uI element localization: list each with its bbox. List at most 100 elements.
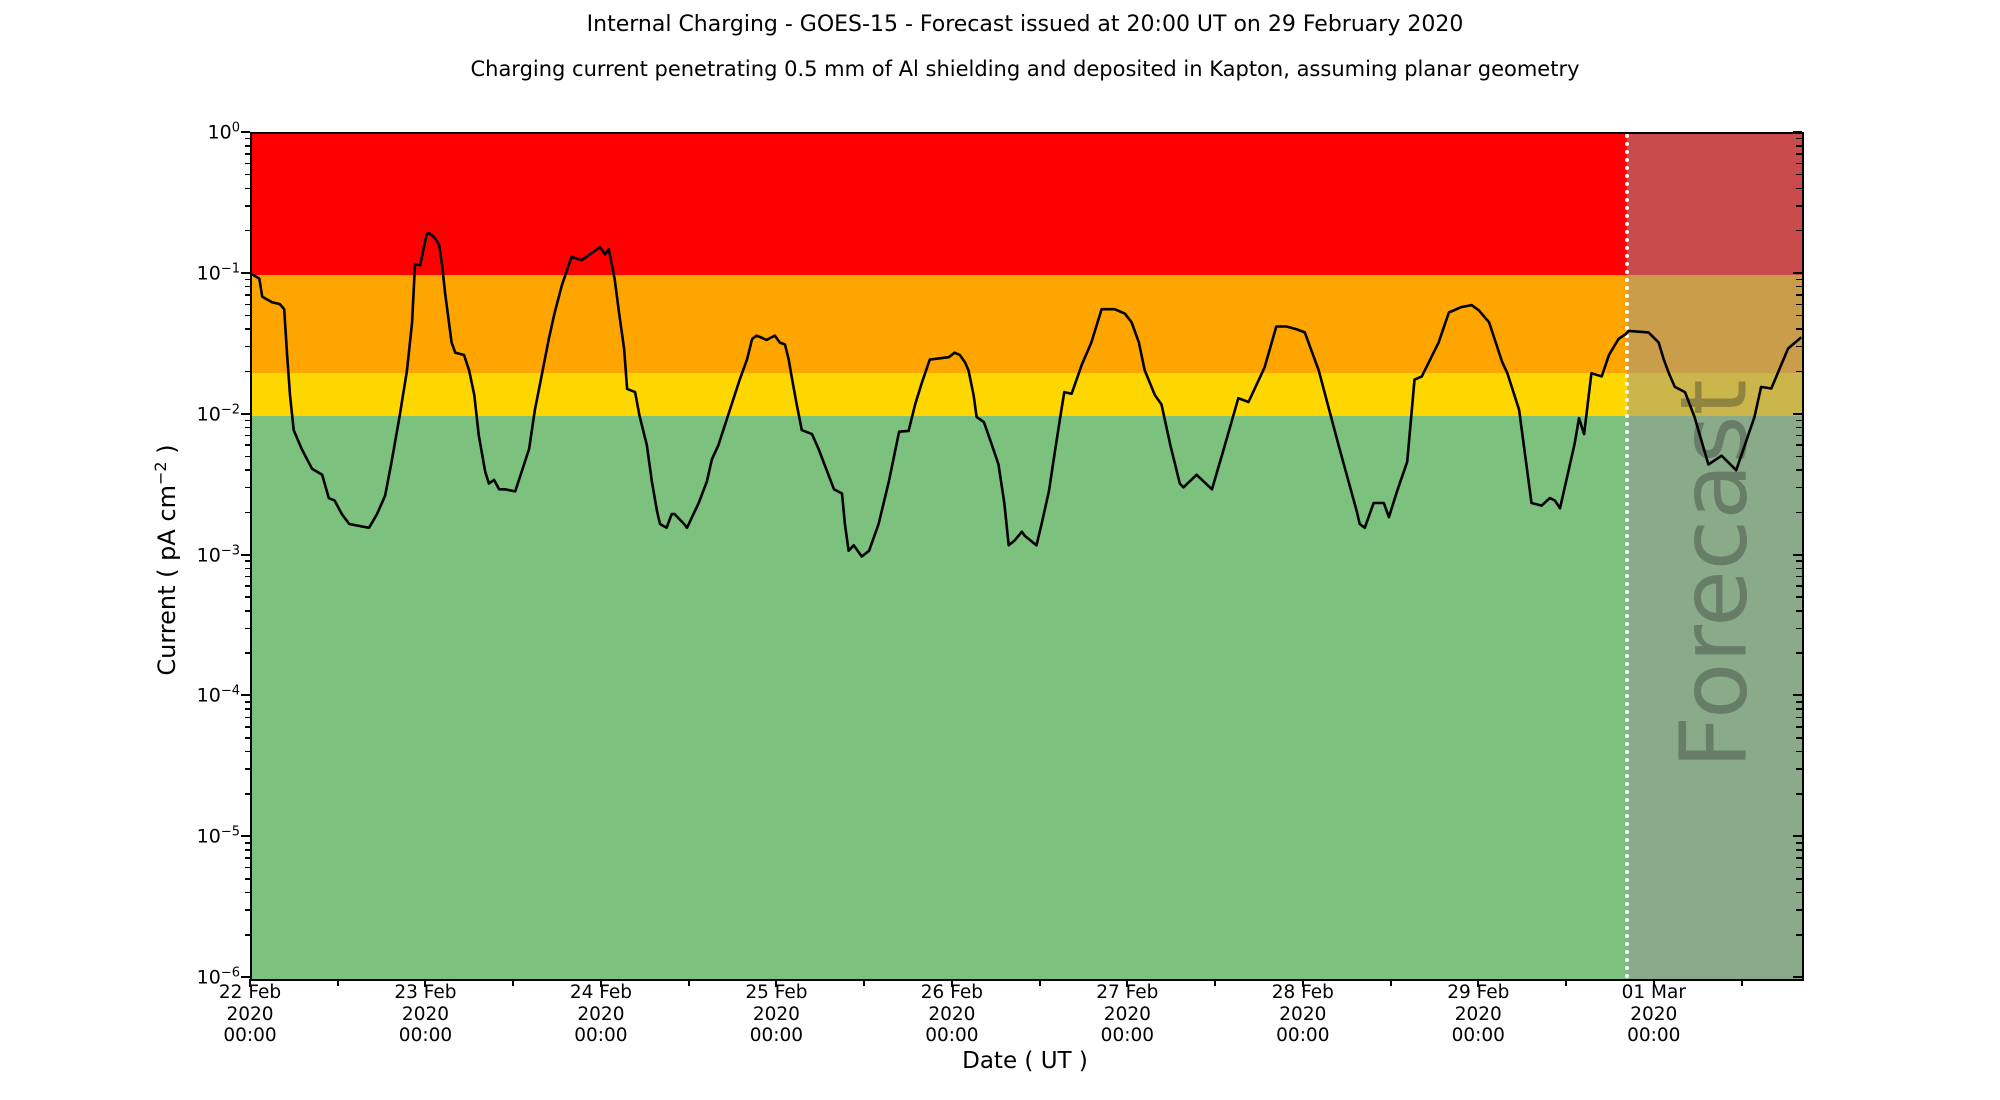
ytick-label-1e0: 100: [207, 120, 240, 144]
ytick-minor-left: [245, 278, 250, 281]
ytick-minor-left: [245, 909, 250, 911]
ytick-minor-right: [1796, 891, 1802, 894]
xtick-label-27-feb: 27 Feb 2020 00:00: [1057, 982, 1197, 1047]
ytick-minor-left: [245, 934, 250, 936]
ytick-major-left: [241, 271, 250, 274]
ytick-minor-right: [1796, 285, 1802, 288]
ytick-minor-left: [245, 444, 250, 446]
ytick-minor-left: [245, 849, 250, 851]
ytick-minor-left: [245, 716, 250, 719]
ytick-minor-left: [245, 585, 250, 587]
ytick-minor-right: [1796, 153, 1802, 155]
ytick-minor-left: [245, 294, 250, 296]
ytick-minor-right: [1796, 137, 1802, 140]
ytick-minor-right: [1796, 294, 1802, 296]
xtick-line: 2020: [1630, 1003, 1678, 1025]
ytick-minor-right: [1796, 716, 1802, 719]
forecast-divider-line: [1624, 134, 1629, 979]
chart-title: Internal Charging - GOES-15 - Forecast i…: [586, 12, 1464, 37]
ytick-minor-left: [245, 486, 250, 489]
forecast-overlay: [1626, 134, 1802, 979]
ytick-minor-left: [245, 285, 250, 288]
ytick-minor-right: [1796, 187, 1802, 190]
ytick-minor-right: [1796, 750, 1802, 753]
ytick-minor-right: [1796, 567, 1802, 570]
xtick-line: 00:00: [223, 1025, 277, 1046]
ytick-minor-right: [1796, 652, 1802, 654]
xtick-line: 2020: [226, 1003, 274, 1025]
xtick-minor: [687, 979, 690, 986]
xtick-line: 00:00: [398, 1025, 453, 1046]
series-charging-current: [252, 231, 1802, 558]
ytick-minor-right: [1796, 278, 1802, 281]
xtick-major: [599, 979, 602, 987]
xtick-major: [249, 979, 251, 987]
ytick-minor-right: [1796, 426, 1802, 429]
ytick-minor-left: [245, 137, 250, 140]
ytick-minor-right: [1796, 486, 1802, 489]
ytick-label-1e-5: 10−5: [196, 824, 240, 848]
xtick-minor: [1565, 979, 1568, 986]
xtick-major: [424, 979, 427, 987]
ytick-major-left: [241, 976, 250, 978]
band-green-safe: [252, 415, 1802, 979]
ytick-minor-left: [245, 419, 250, 422]
ytick-minor-right: [1796, 708, 1802, 710]
ytick-minor-left: [245, 426, 250, 429]
ytick-minor-left: [245, 434, 250, 437]
ytick-minor-right: [1796, 162, 1802, 165]
xtick-line: 26 Feb: [920, 982, 983, 1003]
ytick-minor-left: [245, 708, 250, 710]
ytick-minor-left: [245, 303, 250, 306]
ytick-minor-right: [1796, 934, 1802, 936]
y-axis-title: Current ( pA cm−2 ): [151, 444, 181, 676]
ytick-major-left: [241, 131, 250, 133]
ytick-minor-right: [1796, 345, 1802, 348]
xtick-label-24-feb: 24 Feb 2020 00:00: [531, 982, 671, 1047]
ytick-minor-right: [1796, 229, 1802, 232]
xtick-label-23-feb: 23 Feb 2020 00:00: [355, 982, 495, 1047]
ytick-minor-left: [245, 314, 250, 317]
xtick-line: 28 Feb: [1271, 982, 1334, 1003]
xtick-minor: [512, 979, 515, 986]
ytick-minor-left: [245, 610, 250, 612]
ytick-minor-right: [1796, 419, 1802, 422]
ytick-minor-right: [1796, 768, 1802, 770]
ytick-minor-right: [1796, 596, 1802, 598]
ytick-minor-left: [245, 455, 250, 458]
plot-area: Forecast: [250, 132, 1804, 981]
ytick-minor-left: [245, 511, 250, 514]
ytick-exponent: 0: [231, 120, 240, 136]
ytick-minor-right: [1796, 560, 1802, 562]
ytick-minor-right: [1796, 726, 1802, 728]
ytick-label-1e-1: 10−1: [196, 261, 240, 285]
ytick-minor-left: [245, 370, 250, 373]
band-red-alert: [252, 134, 1802, 275]
xtick-line: 00:00: [1627, 1025, 1681, 1046]
xtick-label-29-feb: 29 Feb 2020 00:00: [1408, 982, 1548, 1047]
ytick-minor-left: [245, 345, 250, 348]
ytick-major-right: [1793, 976, 1802, 978]
ylabel-exponent: −2: [151, 461, 170, 485]
ytick-minor-right: [1796, 444, 1802, 446]
ytick-minor-right: [1796, 849, 1802, 851]
ytick-minor-left: [245, 737, 250, 739]
xtick-line: 00:00: [749, 1025, 804, 1046]
xtick-minor: [1740, 979, 1743, 986]
xtick-line: 00:00: [1451, 1025, 1505, 1046]
ytick-minor-left: [245, 750, 250, 753]
ytick-label-1e-2: 10−2: [196, 401, 240, 426]
xtick-major: [1126, 979, 1129, 987]
ytick-minor-right: [1796, 173, 1802, 176]
xtick-major: [775, 979, 778, 987]
ytick-minor-right: [1796, 842, 1802, 844]
ytick-minor-right: [1796, 878, 1802, 880]
ytick-major-right: [1793, 553, 1802, 556]
ytick-minor-left: [245, 891, 250, 894]
ytick-minor-right: [1796, 303, 1802, 306]
ytick-minor-right: [1796, 314, 1802, 317]
ytick-minor-right: [1796, 857, 1802, 859]
xtick-major: [1477, 979, 1480, 987]
ytick-exponent: −3: [220, 542, 240, 558]
